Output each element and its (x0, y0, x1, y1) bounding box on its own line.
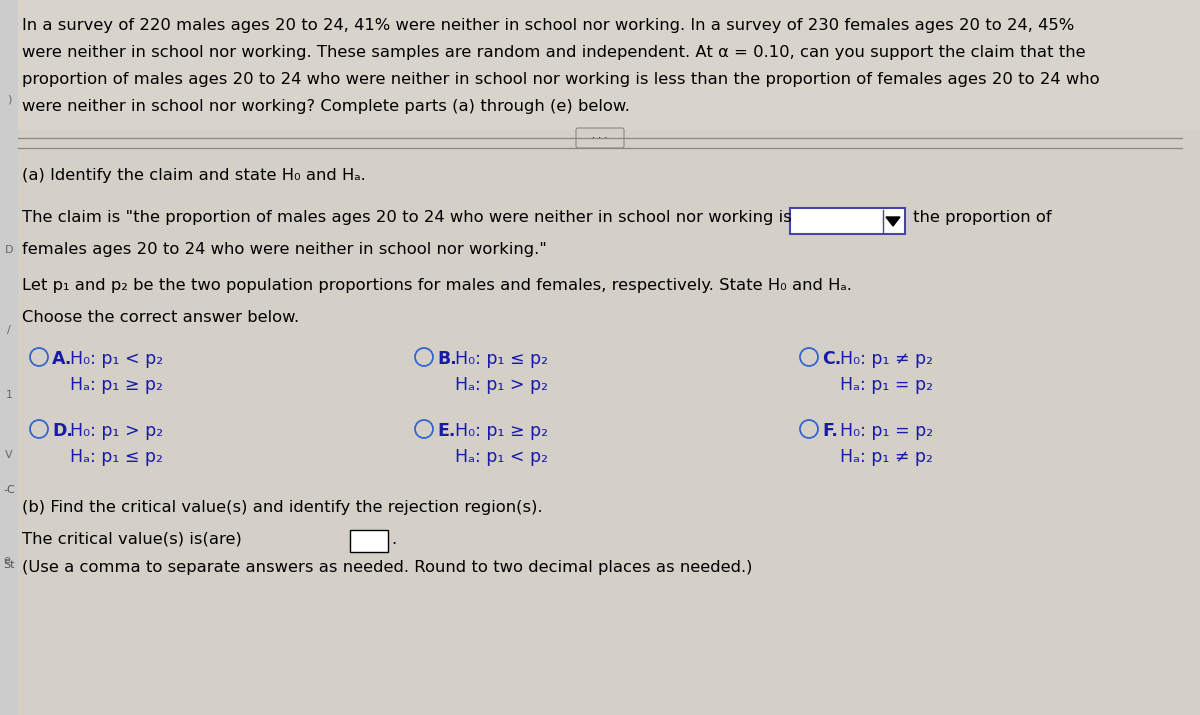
FancyBboxPatch shape (0, 0, 1200, 130)
Polygon shape (886, 217, 900, 226)
Text: Choose the correct answer below.: Choose the correct answer below. (22, 310, 299, 325)
Text: /: / (7, 325, 11, 335)
Text: C.: C. (822, 350, 841, 368)
Text: proportion of males ages 20 to 24 who were neither in school nor working is less: proportion of males ages 20 to 24 who we… (22, 72, 1099, 87)
FancyBboxPatch shape (350, 530, 388, 552)
Text: In a survey of 220 males ages 20 to 24, 41% were neither in school nor working. : In a survey of 220 males ages 20 to 24, … (22, 18, 1074, 33)
Text: H₀: p₁ ≤ p₂: H₀: p₁ ≤ p₂ (455, 350, 548, 368)
Text: · · ·: · · · (593, 133, 607, 143)
Text: .: . (391, 532, 396, 547)
Text: H₀: p₁ > p₂: H₀: p₁ > p₂ (70, 422, 163, 440)
Text: E.: E. (437, 422, 455, 440)
Text: Hₐ: p₁ = p₂: Hₐ: p₁ = p₂ (840, 376, 934, 394)
Text: A.: A. (52, 350, 72, 368)
Text: were neither in school nor working. These samples are random and independent. At: were neither in school nor working. Thes… (22, 45, 1086, 60)
Text: H₀: p₁ < p₂: H₀: p₁ < p₂ (70, 350, 163, 368)
Text: F.: F. (822, 422, 838, 440)
Text: Hₐ: p₁ ≠ p₂: Hₐ: p₁ ≠ p₂ (840, 448, 932, 466)
Text: females ages 20 to 24 who were neither in school nor working.": females ages 20 to 24 who were neither i… (22, 242, 547, 257)
Text: (Use a comma to separate answers as needed. Round to two decimal places as neede: (Use a comma to separate answers as need… (22, 560, 752, 575)
Text: 1: 1 (6, 390, 12, 400)
Text: Hₐ: p₁ ≥ p₂: Hₐ: p₁ ≥ p₂ (70, 376, 163, 394)
Text: St: St (4, 560, 14, 570)
Text: D.: D. (52, 422, 73, 440)
FancyBboxPatch shape (0, 0, 18, 715)
Text: were neither in school nor working? Complete parts (a) through (e) below.: were neither in school nor working? Comp… (22, 99, 630, 114)
Text: (b) Find the critical value(s) and identify the rejection region(s).: (b) Find the critical value(s) and ident… (22, 500, 542, 515)
Text: The critical value(s) is(are): The critical value(s) is(are) (22, 532, 242, 547)
Text: ): ) (7, 95, 11, 105)
Text: H₀: p₁ ≥ p₂: H₀: p₁ ≥ p₂ (455, 422, 548, 440)
Text: The claim is "the proportion of males ages 20 to 24 who were neither in school n: The claim is "the proportion of males ag… (22, 210, 792, 225)
Text: (a) Identify the claim and state H₀ and Hₐ.: (a) Identify the claim and state H₀ and … (22, 168, 366, 183)
Text: Hₐ: p₁ ≤ p₂: Hₐ: p₁ ≤ p₂ (70, 448, 163, 466)
Text: D: D (5, 245, 13, 255)
Text: e.: e. (4, 555, 14, 565)
Text: V: V (5, 450, 13, 460)
Text: H₀: p₁ = p₂: H₀: p₁ = p₂ (840, 422, 934, 440)
Text: Hₐ: p₁ > p₂: Hₐ: p₁ > p₂ (455, 376, 548, 394)
Text: Hₐ: p₁ < p₂: Hₐ: p₁ < p₂ (455, 448, 548, 466)
Text: Let p₁ and p₂ be the two population proportions for males and females, respectiv: Let p₁ and p₂ be the two population prop… (22, 278, 852, 293)
FancyBboxPatch shape (790, 208, 905, 234)
Text: the proportion of: the proportion of (913, 210, 1051, 225)
Text: -C: -C (4, 485, 14, 495)
Text: H₀: p₁ ≠ p₂: H₀: p₁ ≠ p₂ (840, 350, 934, 368)
Text: B.: B. (437, 350, 457, 368)
FancyBboxPatch shape (576, 128, 624, 148)
